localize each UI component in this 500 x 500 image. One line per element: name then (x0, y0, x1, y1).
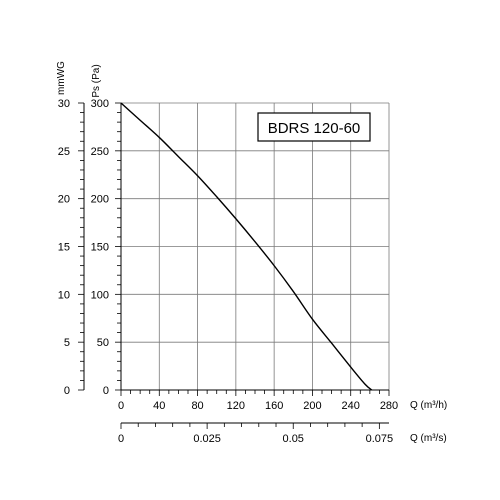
y-tick-label: 100 (91, 289, 109, 301)
x-tick-label: 160 (265, 400, 283, 412)
y-tick-label: 250 (91, 146, 109, 158)
curve-group (120, 102, 373, 391)
y2-tick-label: 15 (58, 242, 70, 254)
grid (120, 102, 390, 391)
x-tick-label: 40 (153, 400, 165, 412)
x-axis-label: Q (m³/h) (410, 400, 447, 411)
y2-axis-label: mmWG (56, 61, 67, 95)
x2-tick-label: 0 (118, 433, 124, 445)
ticks (78, 102, 390, 429)
y-tick-label: 300 (91, 98, 109, 110)
y2-tick-label: 5 (64, 337, 70, 349)
x2-tick-label: 0.05 (283, 433, 304, 445)
y-axis-label: Ps (Pa) (91, 64, 102, 97)
y-tick-label: 50 (97, 337, 109, 349)
x-tick-label: 0 (118, 400, 124, 412)
y2-tick-label: 30 (58, 98, 70, 110)
y2-tick-label: 10 (58, 289, 70, 301)
x-tick-label: 240 (342, 400, 360, 412)
y-tick-label: 0 (103, 385, 109, 397)
y2-tick-label: 25 (58, 146, 70, 158)
fan-curve-line (120, 102, 373, 391)
y2-tick-label: 20 (58, 194, 70, 206)
chart-title-box: BDRS 120-60 (257, 112, 371, 142)
x-tick-label: 80 (191, 400, 203, 412)
chart-title: BDRS 120-60 (268, 120, 361, 137)
x2-tick-label: 0.075 (366, 433, 394, 445)
x-tick-label: 280 (380, 400, 398, 412)
x2-tick-label: 0.025 (193, 433, 221, 445)
y-tick-label: 150 (91, 242, 109, 254)
x-tick-label: 200 (303, 400, 321, 412)
y2-tick-label: 0 (64, 385, 70, 397)
chart-title-frame (257, 112, 371, 142)
x2-axis-label: Q (m³/s) (410, 433, 447, 444)
x-tick-label: 120 (227, 400, 245, 412)
y-tick-label: 200 (91, 194, 109, 206)
